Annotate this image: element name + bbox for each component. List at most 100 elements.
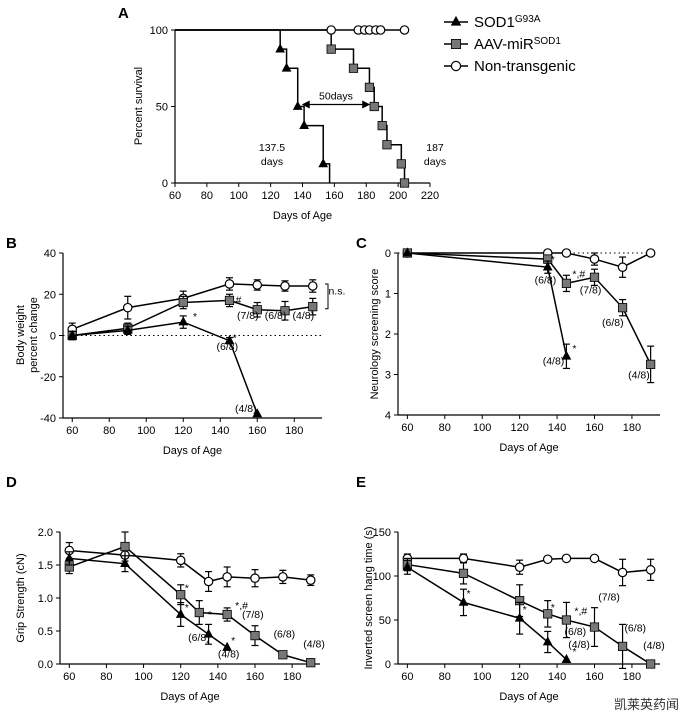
x-tick-label: 140 [548,422,566,434]
marker-square [176,590,186,600]
y-axis-label: Inverted screen hang time (s) [363,526,375,669]
marker-square [382,140,392,150]
x-axis-label: Days of Age [160,691,219,703]
y-tick-label: 4 [385,410,391,422]
y-axis-label-line: percent change [28,297,40,373]
y-axis-label-line: Grip Strength (cN) [15,553,27,642]
annotation: * [572,343,576,355]
x-tick-label: 60 [401,422,413,434]
y-axis-label-line: Inverted screen hang time (s) [363,526,375,669]
panel-b: B 60 80 100 120 140 160 180 -40 -20 0 20 40 Days of A… [6,235,345,457]
marker-circle [222,572,232,582]
x-axis-label: Days of Age [499,442,558,454]
marker-square [458,568,469,578]
annotation: * [231,635,235,647]
marker-square [252,305,262,315]
annotation-median-aav: days [424,156,446,168]
panel-letter: D [6,474,17,491]
annotation: *,# [572,268,585,280]
annotation: (6/8) [265,310,287,322]
panel-c: C 60 80 100 120 140 160 180 0 1 2 3 4 Days of Age Neur… [356,235,660,454]
y-tick-label: 50 [156,102,168,114]
x-axis-label: Days of Age [273,210,332,222]
marker-square [224,295,235,306]
x-tick-label: 180 [623,422,641,434]
y-tick-label: 40 [44,248,56,260]
legend-label-main: Non-transgenic [474,58,576,75]
marker-triangle [561,350,572,360]
marker-square [308,302,318,312]
marker-circle [542,554,553,565]
marker-triangle [542,261,553,271]
marker-triangle [299,119,309,129]
x-tick-label: 120 [261,190,279,202]
x-tick-label: 120 [510,422,528,434]
y-tick-label: 1 [385,289,391,301]
x-tick-label: 160 [248,425,266,437]
annotation: (4/8) [628,370,650,382]
annotation-median-aav: 187 [426,142,444,154]
annotation: * [208,609,212,621]
x-tick-label: 60 [401,671,413,683]
marker-square [178,297,188,308]
marker-circle [175,555,186,566]
panel-d: D 60 80 100 120 140 160 180 0.0 0.5 1.0 1.5 2.0 Days … [6,474,325,703]
annotation: (4/8) [218,648,240,660]
x-tick-label: 120 [510,671,528,683]
marker-circle [203,576,214,587]
marker-triangle [281,62,292,72]
marker-circle [617,262,628,272]
marker-square [589,622,600,632]
marker-circle [280,281,290,291]
marker-triangle [450,15,462,26]
annotation: (7/8) [598,592,620,604]
annotation: (6/8) [274,629,296,641]
marker-triangle [458,596,469,606]
x-tick-label: 80 [100,671,112,683]
marker-square [250,631,260,641]
marker-triangle [275,43,286,53]
marker-triangle [178,316,189,326]
x-tick-label: 180 [285,425,303,437]
marker-triangle [222,641,233,651]
x-tick-label: 140 [293,190,311,202]
x-tick-label: 80 [439,422,451,434]
marker-triangle [120,558,130,568]
marker-circle [307,281,318,291]
y-tick-label: 1.5 [38,560,53,572]
marker-triangle [252,408,263,418]
y-axis-label: Percent survival [133,67,145,145]
legend-label-main: AAV-miR [474,36,534,53]
annotation: * [572,646,576,658]
panel-e: E 60 80 100 120 140 160 180 0 50 100 150 Days of Age… [356,474,665,703]
annotation: (4/8) [643,640,665,652]
legend-item-circle: Non-transgenic [444,58,576,75]
x-tick-label: 100 [473,671,491,683]
marker-triangle [122,324,133,334]
marker-circle [122,302,133,313]
y-tick-label: 2.0 [38,527,53,539]
marker-square [646,359,656,369]
marker-circle [375,25,386,35]
x-tick-label: 160 [585,422,603,434]
y-axis-label-line: Neurology screening score [369,269,381,400]
series-sod1g93a [402,247,572,370]
series-non-transgenic [402,248,656,278]
marker-square [348,63,359,73]
marker-square [280,306,290,316]
y-tick-label: 50 [379,615,391,627]
marker-circle [514,562,525,572]
annotation: * [551,602,555,614]
marker-square [543,609,553,619]
annotation: * [467,588,471,600]
y-tick-label: 3 [385,370,391,382]
annotation: (4/8) [568,639,590,651]
y-tick-label: 0 [385,248,391,260]
marker-square [561,278,572,288]
marker-square [120,541,130,552]
series-line [407,563,652,665]
x-tick-label: 100 [137,425,155,437]
marker-square [396,159,406,169]
annotation: * [185,582,189,594]
